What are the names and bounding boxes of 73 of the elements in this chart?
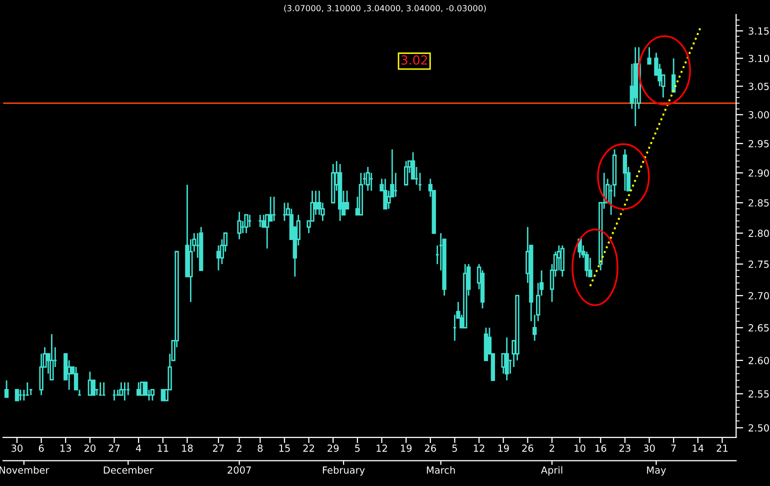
x-tick-label: 30	[12, 444, 23, 452]
x-tick-label: 30	[644, 444, 655, 452]
x-tick-label: 5	[452, 444, 457, 452]
x-tick-label: 26	[424, 444, 436, 452]
x-tick-label: 6	[38, 444, 44, 452]
x-tick-label: 10	[574, 444, 586, 452]
candlestick	[14, 389, 20, 402]
x-tick-label: 2	[236, 444, 242, 452]
candlestick	[74, 366, 78, 390]
candlestick	[262, 214, 266, 228]
y-tick-label: 3.10	[748, 54, 769, 62]
x-tick-label: 5	[355, 444, 360, 452]
x2-tick-label: April	[540, 466, 562, 476]
y-tick-label: 3.15	[748, 27, 769, 35]
x-tick-label: 12	[474, 444, 484, 452]
y-tick-label: 2.95	[748, 140, 769, 148]
x2-tick-label: May	[647, 466, 666, 476]
candlestick	[383, 178, 388, 210]
candlestick	[244, 214, 248, 234]
candlestick	[647, 46, 652, 65]
y-tick-label: 2.80	[748, 230, 769, 237]
candlestick	[140, 382, 144, 396]
candlestick	[160, 389, 165, 402]
candlestick	[136, 382, 141, 396]
candlestick	[39, 353, 44, 396]
y-tick-label: 2.55	[748, 390, 769, 398]
ref-line-label: 3.02	[401, 55, 427, 65]
x-tick-label: 15	[279, 444, 290, 452]
x-tick-label: 11	[158, 444, 168, 452]
x-tick-label: 13	[60, 444, 72, 452]
x2-tick-label: March	[426, 466, 455, 474]
x-tick-label: 20	[84, 444, 96, 452]
x-tick-label: 12	[376, 444, 387, 452]
chart-title: (3.07000, 3.10000 ,3.04000, 3.04000, -0.03000)	[284, 4, 486, 12]
x-tick-label: 19	[400, 444, 412, 452]
x-tick-label: 19	[498, 444, 509, 452]
x-tick-label: 2	[550, 444, 554, 452]
candlestick	[50, 333, 54, 380]
y-tick-label: 3.00	[748, 111, 769, 118]
x-tick-label: 29	[328, 444, 339, 452]
y-tick-label: 2.50	[748, 424, 769, 432]
candlestick	[504, 336, 509, 382]
x-tick-label: 4	[136, 444, 142, 452]
x-tick-label: 22	[303, 444, 314, 452]
x-tick-label: 21	[716, 444, 728, 452]
x-tick-label: 8	[258, 444, 263, 452]
candlestick	[265, 214, 270, 250]
x-tick-label: 27	[213, 444, 224, 452]
y-tick-label: 2.65	[748, 324, 769, 332]
candlestick	[560, 244, 564, 278]
y-tick-label: 2.90	[748, 169, 769, 177]
x-tick-label: 23	[619, 444, 630, 452]
x2-tick-label: December	[104, 466, 154, 474]
candlestick	[150, 389, 155, 402]
candlestick	[4, 380, 9, 398]
x-tick-label: 18	[182, 444, 193, 452]
y-tick-label: 2.85	[748, 199, 769, 207]
x-tick-label: 14	[692, 444, 704, 452]
candlestick	[622, 148, 628, 192]
x-tick-label: 26	[522, 444, 534, 452]
candlestick	[366, 166, 370, 192]
candlestick	[404, 160, 408, 186]
x2-tick-label: February	[322, 466, 365, 476]
x-tick-label: 27	[108, 444, 120, 452]
candlestick	[237, 211, 242, 240]
y-tick-label: 2.75	[748, 260, 769, 268]
x2-tick-label: 2007	[228, 466, 251, 474]
x2-tick-label: November	[0, 466, 50, 474]
x-tick-label: 16	[596, 444, 606, 452]
y-tick-label: 2.70	[748, 292, 769, 300]
x-tick-label: 7	[671, 444, 676, 452]
y-tick-label: 2.60	[748, 356, 769, 364]
y-tick-label: 3.05	[748, 82, 769, 90]
